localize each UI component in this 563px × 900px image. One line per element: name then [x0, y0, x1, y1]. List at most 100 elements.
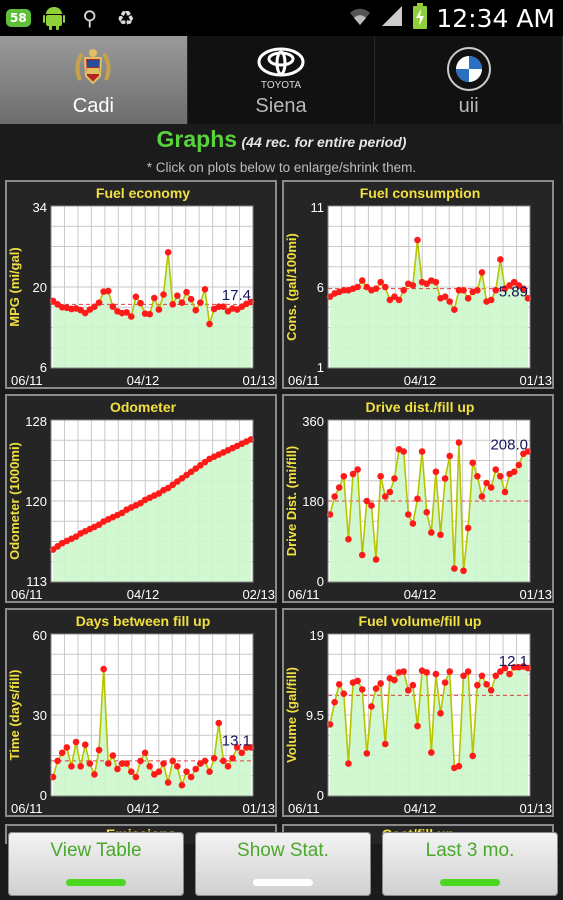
- data-point: [220, 303, 227, 310]
- record-count: (44 rec. for entire period): [241, 134, 407, 150]
- bmw-logo-icon: [446, 46, 492, 97]
- data-point: [137, 299, 144, 307]
- plot-frame: [50, 633, 254, 797]
- y-tick-label: 11: [311, 200, 325, 215]
- data-point: [178, 475, 186, 482]
- y-tick-label: 34: [33, 200, 47, 215]
- data-point: [160, 291, 167, 298]
- chart-days-between-fill[interactable]: Days between fill up 60 30 0 Time (days/fill…: [5, 608, 277, 817]
- data-point: [354, 466, 361, 473]
- button-label: Last 3 mo.: [425, 840, 515, 861]
- data-point: [137, 499, 144, 507]
- usb-icon: ⚲: [82, 6, 98, 30]
- data-point: [215, 719, 223, 727]
- last-3-months-button[interactable]: Last 3 mo.: [382, 832, 558, 896]
- y-axis-label: Time (days/fill): [7, 670, 22, 761]
- data-point: [409, 282, 417, 289]
- data-point: [345, 535, 352, 543]
- show-stat-button[interactable]: Show Stat.: [195, 832, 371, 896]
- y-axis-label: Drive Dist. (mi/fill): [284, 446, 299, 557]
- data-point: [391, 475, 398, 482]
- data-point: [423, 280, 430, 288]
- data-point: [151, 294, 158, 302]
- chart-odometer[interactable]: Odometer 128 120 113 Odometer (1000mi) 06/11 0…: [5, 394, 277, 603]
- data-point: [400, 668, 407, 675]
- y-tick-label: 6: [40, 360, 47, 375]
- toggle-indicator: [253, 879, 313, 886]
- chart-fuel-consumption[interactable]: Fuel consumption 11 6 1 Cons. (gal/100mi) 06/…: [282, 180, 554, 389]
- data-point: [141, 749, 149, 757]
- data-point: [146, 763, 153, 770]
- data-point: [164, 779, 172, 786]
- data-point: [345, 760, 352, 767]
- data-point: [58, 749, 66, 757]
- recycle-icon: ♻: [116, 6, 135, 30]
- data-point: [201, 458, 209, 466]
- data-point: [192, 465, 200, 472]
- data-point: [109, 303, 117, 310]
- data-point: [72, 533, 80, 540]
- data-point: [428, 749, 435, 756]
- view-table-button[interactable]: View Table: [8, 832, 184, 896]
- days-between-fill-plot: Days between fill up 60 30 0 Time (days/fill…: [7, 613, 275, 816]
- y-tick-label: 180: [302, 494, 324, 509]
- data-point: [358, 686, 366, 693]
- data-point: [478, 493, 486, 500]
- data-point: [358, 551, 366, 559]
- data-point: [437, 709, 444, 717]
- data-point: [160, 760, 167, 767]
- data-point: [446, 452, 454, 460]
- data-point: [197, 462, 204, 469]
- x-tick-label: 06/11: [11, 801, 43, 816]
- chart-fuel-volume[interactable]: Fuel volume/fill up 19 9.5 0 Volume (gal/fil…: [282, 608, 554, 817]
- data-point: [478, 672, 486, 680]
- data-point: [164, 484, 172, 492]
- signal-icon: [380, 5, 404, 32]
- button-label: Show Stat.: [237, 840, 329, 861]
- x-tick-label: 06/11: [288, 587, 320, 602]
- data-point: [474, 286, 481, 294]
- data-point: [492, 466, 500, 473]
- data-point: [63, 744, 71, 751]
- x-tick-label: 01/13: [519, 587, 552, 602]
- y-tick-label: 9.5: [306, 708, 324, 723]
- data-point: [520, 285, 527, 292]
- data-point: [363, 497, 371, 505]
- data-point: [381, 740, 389, 748]
- plot-frame: [327, 633, 531, 797]
- data-point: [409, 520, 417, 527]
- data-point: [400, 286, 407, 294]
- x-tick-label: 06/11: [11, 587, 43, 602]
- data-point: [109, 752, 117, 759]
- data-point: [178, 299, 186, 306]
- data-point: [377, 278, 384, 286]
- data-point: [192, 306, 200, 314]
- data-point: [510, 468, 518, 476]
- vehicle-tabs: Cadi TOYOTA Siena uii: [0, 36, 563, 124]
- data-point: [340, 690, 348, 697]
- data-point: [68, 763, 75, 770]
- data-point: [363, 283, 371, 291]
- y-tick-label: 360: [302, 414, 324, 429]
- chart-fuel-economy[interactable]: Fuel economy 34 20 6 MPG (mi/gal) 06/11 04/12 0…: [5, 180, 277, 389]
- data-point: [123, 309, 130, 316]
- data-point: [187, 295, 195, 303]
- x-tick-label: 06/11: [288, 373, 320, 388]
- x-tick-label: 01/13: [242, 801, 275, 816]
- tab-cadi[interactable]: Cadi: [0, 36, 188, 124]
- data-point: [377, 680, 384, 687]
- tab-uii[interactable]: uii: [375, 36, 563, 124]
- chart-drive-distance[interactable]: Drive dist./fill up 360 180 0 Drive Dist. (m…: [282, 394, 554, 603]
- notification-count-badge: 58: [6, 9, 31, 27]
- last-value-label: 17.4: [222, 287, 251, 304]
- data-point: [331, 698, 338, 706]
- data-point: [501, 488, 509, 496]
- data-point: [146, 310, 153, 318]
- data-point: [95, 299, 103, 306]
- data-point: [368, 703, 375, 710]
- fuel-volume-plot: Fuel volume/fill up 19 9.5 0 Volume (gal/fil…: [284, 613, 552, 816]
- tab-siena[interactable]: TOYOTA Siena: [188, 36, 376, 124]
- data-point: [372, 285, 380, 292]
- data-point: [501, 285, 509, 292]
- data-point: [501, 664, 509, 672]
